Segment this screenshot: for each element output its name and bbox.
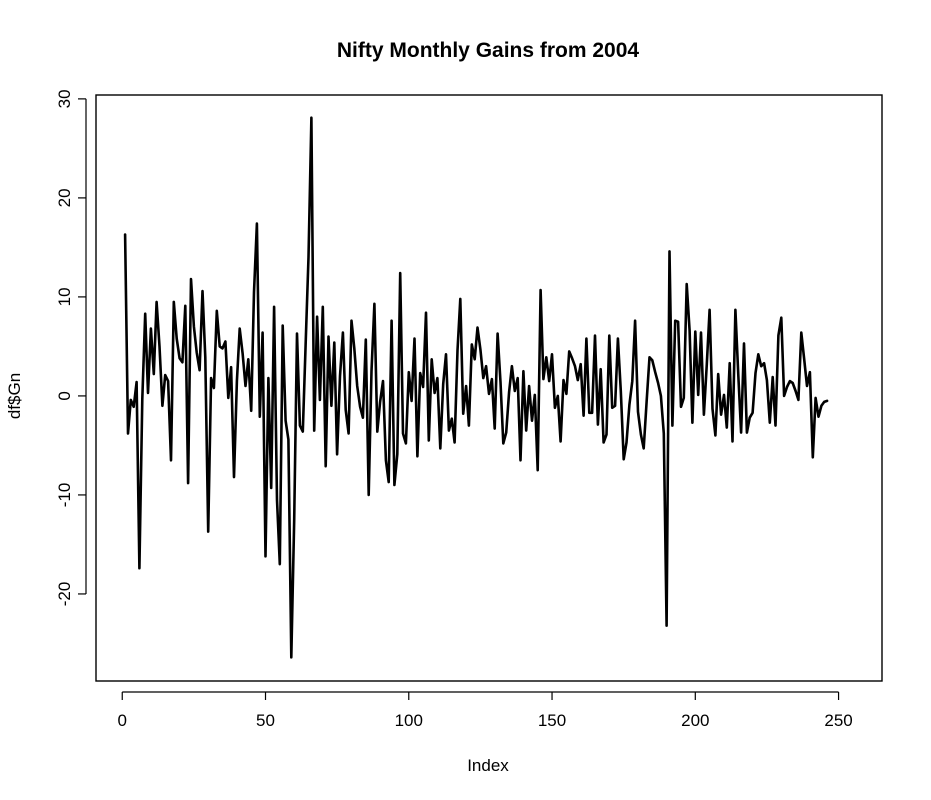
x-tick-label: 100 (395, 711, 423, 730)
y-tick-label: 20 (55, 188, 74, 207)
x-tick-label: 200 (681, 711, 709, 730)
y-tick-label: -10 (55, 483, 74, 508)
x-tick-label: 50 (256, 711, 275, 730)
y-tick-label: -20 (55, 582, 74, 607)
x-axis-label: Index (467, 756, 509, 775)
y-axis: -20 -10 0 10 20 30 (55, 89, 87, 607)
y-tick-label: 0 (55, 391, 74, 400)
x-tick-label: 250 (824, 711, 852, 730)
y-tick-label: 10 (55, 287, 74, 306)
series-layer (123, 116, 829, 659)
y-tick-label: 30 (55, 89, 74, 108)
x-axis: 0 50 100 150 200 250 (118, 691, 853, 730)
y-axis-label: df$Gn (5, 373, 24, 419)
x-tick-label: 150 (538, 711, 566, 730)
chart-title: Nifty Monthly Gains from 2004 (337, 39, 640, 62)
x-tick-label: 0 (118, 711, 127, 730)
series-line (123, 116, 829, 659)
plot-frame (95, 94, 883, 682)
